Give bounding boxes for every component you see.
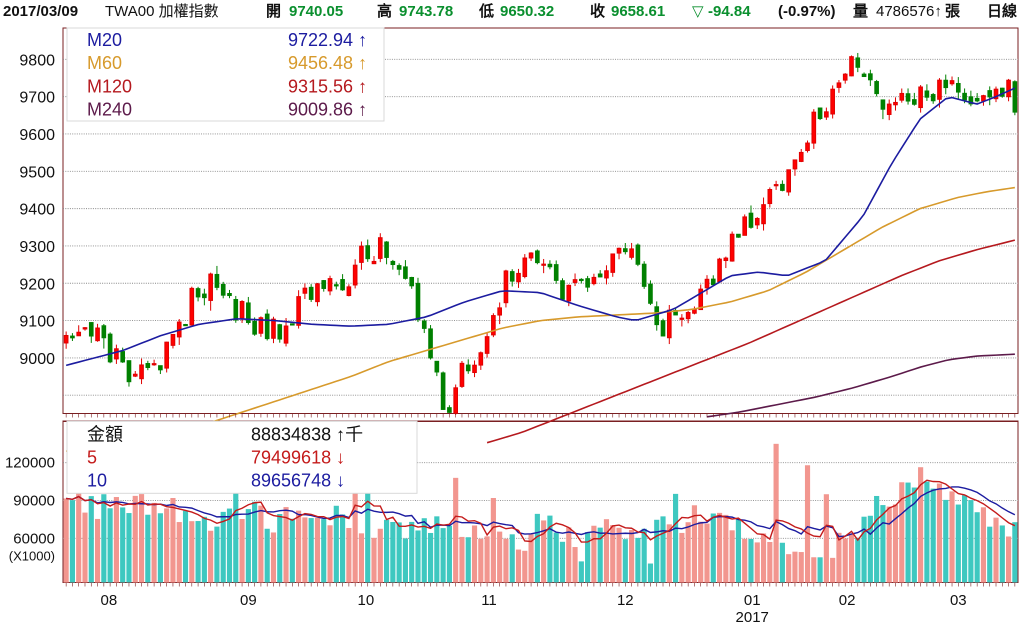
svg-text:M240: M240 [87, 100, 132, 120]
svg-text:9743.78: 9743.78 [399, 3, 453, 20]
svg-text:M60: M60 [87, 53, 122, 73]
svg-text:9650.32: 9650.32 [500, 3, 554, 20]
svg-text:60000: 60000 [13, 530, 55, 547]
svg-text:9200: 9200 [19, 276, 55, 293]
svg-text:79499618 ↓: 79499618 ↓ [251, 447, 345, 467]
svg-text:9300: 9300 [19, 239, 55, 256]
svg-text:2017: 2017 [736, 609, 769, 626]
svg-text:(X1000): (X1000) [9, 548, 55, 563]
svg-text:低: 低 [478, 2, 494, 20]
svg-text:M20: M20 [87, 30, 122, 50]
svg-text:02: 02 [839, 592, 856, 609]
svg-text:-94.84: -94.84 [708, 3, 751, 20]
svg-text:張: 張 [945, 3, 961, 20]
svg-text:4786576↑: 4786576↑ [876, 3, 942, 20]
svg-text:90000: 90000 [13, 493, 55, 510]
svg-text:M120: M120 [87, 76, 132, 96]
svg-text:金額: 金額 [87, 424, 123, 444]
svg-text:開: 開 [266, 3, 281, 20]
svg-text:12: 12 [617, 592, 634, 609]
svg-text:88834838 ↑千: 88834838 ↑千 [251, 424, 363, 444]
svg-text:120000: 120000 [5, 455, 55, 472]
svg-text:08: 08 [101, 592, 118, 609]
svg-text:9315.56 ↑: 9315.56 ↑ [288, 76, 367, 96]
svg-text:高: 高 [377, 2, 392, 20]
svg-text:09: 09 [240, 592, 257, 609]
svg-text:9722.94 ↑: 9722.94 ↑ [288, 30, 367, 50]
svg-text:9500: 9500 [19, 164, 55, 181]
svg-text:9800: 9800 [19, 52, 55, 69]
svg-text:9600: 9600 [19, 127, 55, 144]
svg-text:收: 收 [590, 2, 605, 20]
svg-text:TWA00 加權指數: TWA00 加權指數 [105, 3, 219, 20]
svg-text:9740.05: 9740.05 [289, 3, 343, 20]
svg-text:10: 10 [87, 470, 107, 490]
svg-text:11: 11 [481, 592, 497, 609]
svg-text:9400: 9400 [19, 202, 55, 219]
svg-text:01: 01 [744, 592, 761, 609]
svg-text:5: 5 [87, 447, 97, 467]
svg-text:9456.48 ↑: 9456.48 ↑ [288, 53, 367, 73]
svg-text:▽: ▽ [692, 3, 704, 20]
svg-text:03: 03 [950, 592, 967, 609]
svg-text:9009.86 ↑: 9009.86 ↑ [288, 100, 367, 120]
svg-text:9000: 9000 [19, 351, 55, 368]
svg-text:2017/03/09: 2017/03/09 [3, 3, 78, 20]
svg-text:(-0.97%): (-0.97%) [778, 3, 836, 20]
svg-text:10: 10 [357, 592, 374, 609]
svg-text:9100: 9100 [19, 314, 55, 331]
svg-text:9700: 9700 [19, 90, 55, 107]
svg-text:89656748 ↓: 89656748 ↓ [251, 470, 345, 490]
svg-text:日線: 日線 [987, 2, 1017, 20]
svg-text:量: 量 [853, 3, 868, 20]
svg-text:9658.61: 9658.61 [611, 3, 665, 20]
